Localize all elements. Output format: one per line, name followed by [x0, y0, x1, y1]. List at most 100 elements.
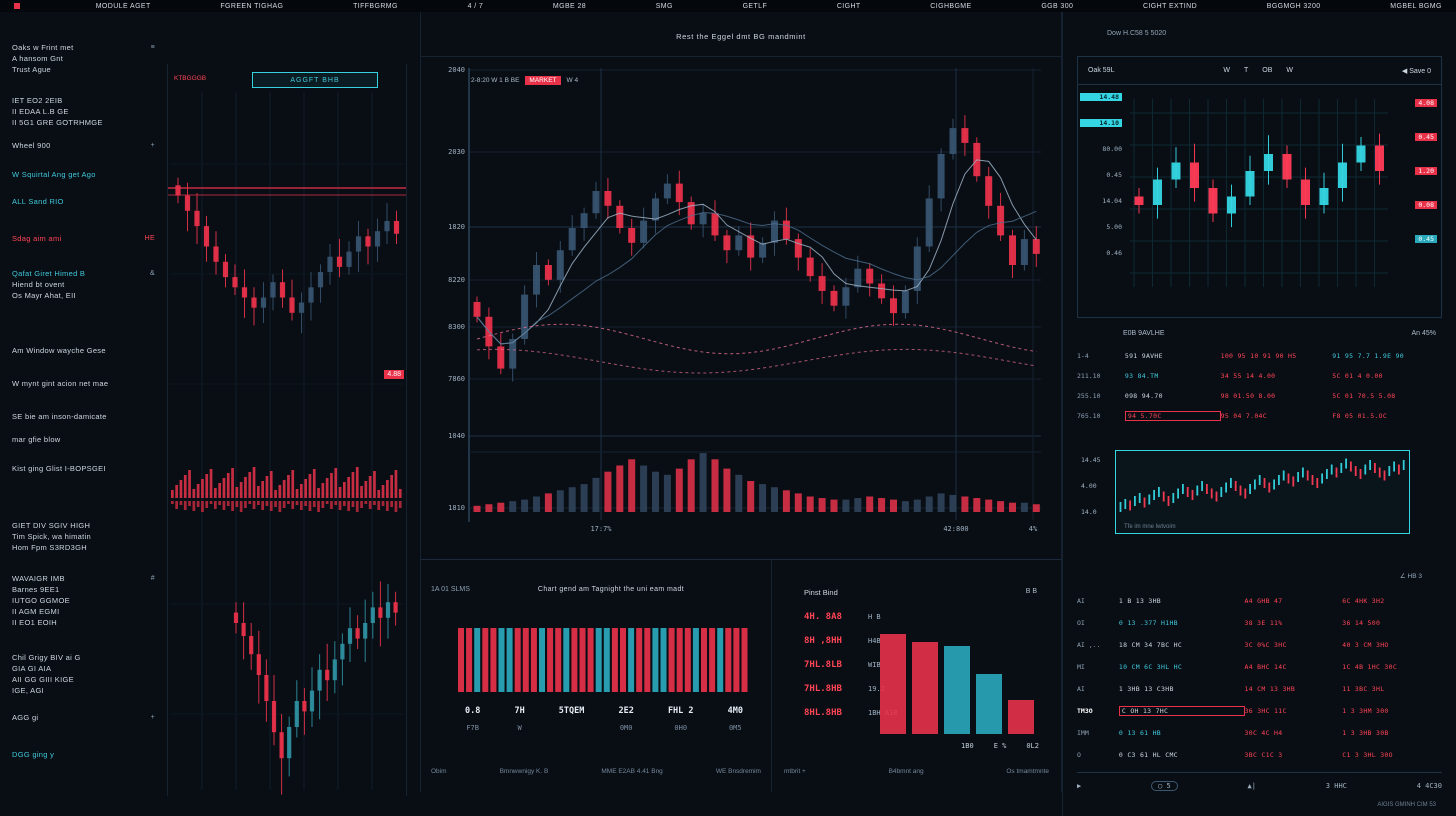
toolbar-button[interactable]: T: [1243, 67, 1249, 74]
menu-item[interactable]: CIGHBGME: [930, 2, 972, 10]
mini-candlestick-chart[interactable]: [1126, 93, 1392, 293]
row-label: 255.10: [1077, 392, 1101, 400]
table-row[interactable]: AI 1 3HB 13 C3HB 14 CM 13 3HB 11 3BC 3HL: [1077, 678, 1442, 700]
play-icon[interactable]: ▶: [1077, 781, 1082, 790]
table-cell: 95 04 7.04C: [1220, 412, 1267, 420]
sidebar-item[interactable]: A hansom Gnt: [12, 53, 155, 64]
table-row[interactable]: TM3O C OH 13 7HC 36 3HC 11C 1 3 3HM 300: [1077, 700, 1442, 722]
trend-icon[interactable]: ▲|: [1247, 781, 1256, 790]
toolbar-button[interactable]: W: [1223, 67, 1230, 74]
chart-legend[interactable]: 2-8:20 W 1 B BE MARKET W 4: [471, 76, 578, 85]
spark-price-label: 14.45: [1081, 456, 1101, 464]
sidebar-item[interactable]: Sdag aim ami HE: [12, 233, 155, 244]
sidebar-item[interactable]: GIET DIV SGIV HIGH: [12, 520, 155, 531]
mid-bar-chart[interactable]: [877, 632, 1039, 734]
menu-item[interactable]: CIGHT: [836, 2, 861, 10]
sidebar-item[interactable]: W mynt gint acion net mae: [12, 378, 155, 389]
menu-item[interactable]: FGREEN TIGHAG: [220, 2, 284, 10]
sidebar-item[interactable]: ALL Sand RIO: [12, 196, 155, 207]
asset-chip[interactable]: AGGFT BHB: [252, 72, 378, 88]
stat-top-value: 4M0: [727, 706, 743, 716]
sidebar-item[interactable]: Hiend bt ovent: [12, 279, 155, 290]
menu-item[interactable]: MGBEL BGMG: [1390, 2, 1442, 10]
table-cell: A4 BHC 14C: [1244, 663, 1287, 671]
mini-price-label: 0.46: [1106, 249, 1122, 257]
sidebar-item[interactable]: II EDAA L.B GE: [12, 106, 155, 117]
table-row[interactable]: AI ,.. 18 CM 34 7BC HC 3C 0%C 3HC 40 3 CM 3…: [1077, 634, 1442, 656]
mid-footer-item[interactable]: B4bmnt ang: [888, 768, 924, 775]
sidebar-item[interactable]: IGE, AGI: [12, 685, 155, 696]
toolbar-button[interactable]: W: [1286, 67, 1293, 74]
row-label: TM3O: [1077, 707, 1093, 715]
menu-item[interactable]: MGBE 28: [552, 2, 587, 10]
table-row[interactable]: MI 10 CM 6C 3HL HC A4 BHC 14C 1C 4B 1HC 30C: [1077, 656, 1442, 678]
sidebar-item[interactable]: Am Window wayche Gese: [12, 345, 155, 356]
sidebar-item[interactable]: II EO1 EOIH: [12, 617, 155, 628]
stat-bottom-value: 0M0: [619, 724, 633, 732]
table-row[interactable]: 211.10 93 84.TM 34 55 14 4.00 5C 01 4 0.00: [1077, 366, 1442, 386]
sidebar-item[interactable]: mar gfie blow: [12, 434, 155, 445]
sidebar-item-label: Os Mayr Ahat, EII: [12, 291, 76, 300]
stripe-bar-chart[interactable]: [457, 626, 749, 694]
sidebar-item[interactable]: Kist ging Glist I-BOPSGEI: [12, 463, 155, 474]
record-toggle[interactable]: ◯ 5: [1151, 780, 1178, 791]
row-label: 211.10: [1077, 372, 1101, 380]
footer-value[interactable]: 4 4C30: [1416, 781, 1442, 790]
legend-market-badge[interactable]: MARKET: [525, 76, 561, 85]
menu-item[interactable]: 4 / 7: [467, 2, 484, 10]
svg-text:42:800: 42:800: [943, 525, 968, 533]
panel-a-candlestick-chart[interactable]: [168, 64, 406, 796]
app-icon[interactable]: [14, 3, 20, 9]
sidebar-item[interactable]: IET EO2 2EIB: [12, 95, 155, 106]
sidebar-item[interactable]: SE bie am inson-damicate: [12, 411, 155, 422]
mid-footer-item[interactable]: Os tmamtmnte: [1006, 768, 1049, 775]
sidebar-item[interactable]: II AGM EGMI: [12, 606, 155, 617]
menu-item[interactable]: GGB 300: [1041, 2, 1074, 10]
sidebar-item[interactable]: W Squirtal Ang get Ago: [12, 169, 155, 180]
sidebar-item[interactable]: Hom Fpm S3RD3GH: [12, 542, 155, 553]
sidebar-item[interactable]: Oaks w Frint met ≡: [12, 42, 155, 53]
right-footer: ▶ ◯ 5 ▲| 3 HHC 4 4C30: [1077, 772, 1442, 798]
sidebar-item[interactable]: DGG ging y: [12, 749, 155, 760]
svg-text:7860: 7860: [448, 375, 465, 383]
stats-footer-item[interactable]: MME E2AB 4.41 Bng: [601, 768, 663, 775]
sidebar-item[interactable]: Tim Spick, wa himatin: [12, 531, 155, 542]
sidebar-item-label: Trust Ague: [12, 65, 51, 74]
table-row[interactable]: IMM 0 13 61 HB 30C 4C H4 1 3 3HB 30B: [1077, 722, 1442, 744]
menu-item[interactable]: SMG: [655, 2, 673, 10]
sidebar-item[interactable]: AGG gi +: [12, 712, 155, 723]
table-row[interactable]: 1-4 591 9AVHE 100 95 10 91 90 H5 91 95 7.7 …: [1077, 346, 1442, 366]
spark-line-chart[interactable]: [1116, 451, 1409, 533]
sidebar-item[interactable]: WAVAIGR IMB #: [12, 573, 155, 584]
sidebar-item[interactable]: GIA GI AIA: [12, 663, 155, 674]
sidebar-item[interactable]: Qafat Giret Himed B &: [12, 268, 155, 279]
menu-item[interactable]: CIGHT EXTIND: [1142, 2, 1198, 10]
sidebar-item[interactable]: Barnes 9EE1: [12, 584, 155, 595]
sidebar-item[interactable]: Chil Grigy BIV ai G: [12, 652, 155, 663]
sidebar-item[interactable]: IUTGO GGMOE: [12, 595, 155, 606]
table-row[interactable]: 765.10 94 5.70C 95 04 7.04C F8 05 01.5.OC: [1077, 406, 1442, 426]
spark-box[interactable]: Tfe im mne lwtvoim: [1115, 450, 1410, 534]
table-row[interactable]: AI 1 B 13 3HB A4 GHB 47 6C 4HK 3H2: [1077, 590, 1442, 612]
menu-item[interactable]: TIFFBGRMG: [353, 2, 398, 10]
sidebar-item[interactable]: Trust Ague: [12, 64, 155, 75]
footer-value[interactable]: 3 HHC: [1325, 781, 1347, 790]
stats-footer-item[interactable]: Obim: [431, 768, 447, 775]
main-candlestick-chart[interactable]: 2040 2030 1820 8220 8300 7860 1040 1810 17:7% 42:…: [421, 60, 1063, 536]
stats-footer-item[interactable]: Bmnwwnigy K. B: [499, 768, 549, 775]
right-footer-sub: AIGIS GMINH CIM 53: [1377, 802, 1436, 808]
stats-footer-item[interactable]: WE Bnsdremim: [715, 768, 761, 775]
table-row[interactable]: O 0 C3 61 HL CMC 3BC C1C 3 C1 3 3HL 30O: [1077, 744, 1442, 766]
menu-item[interactable]: BGGMGH 3200: [1266, 2, 1321, 10]
menu-item[interactable]: MODULE AGET: [95, 2, 151, 10]
table-row[interactable]: 255.10 098 94.70 98 01.50 8.00 5C 01 70.5 5…: [1077, 386, 1442, 406]
table-row[interactable]: OI 0 13 .377 H1HB 38 3E 11% 36 14 500: [1077, 612, 1442, 634]
toolbar-button[interactable]: OB: [1262, 67, 1273, 74]
mid-footer-item[interactable]: mtbrit +: [784, 768, 806, 775]
sidebar-item[interactable]: Wheel 900 +: [12, 140, 155, 151]
sidebar-item[interactable]: AII GG GIII KIGE: [12, 674, 155, 685]
sidebar-item[interactable]: Os Mayr Ahat, EII: [12, 290, 155, 301]
menu-item[interactable]: GETLF: [742, 2, 768, 10]
save-button[interactable]: ◀ Save 0: [1401, 67, 1431, 75]
sidebar-item[interactable]: II 5G1 GRE GOTRHMGE: [12, 117, 155, 128]
